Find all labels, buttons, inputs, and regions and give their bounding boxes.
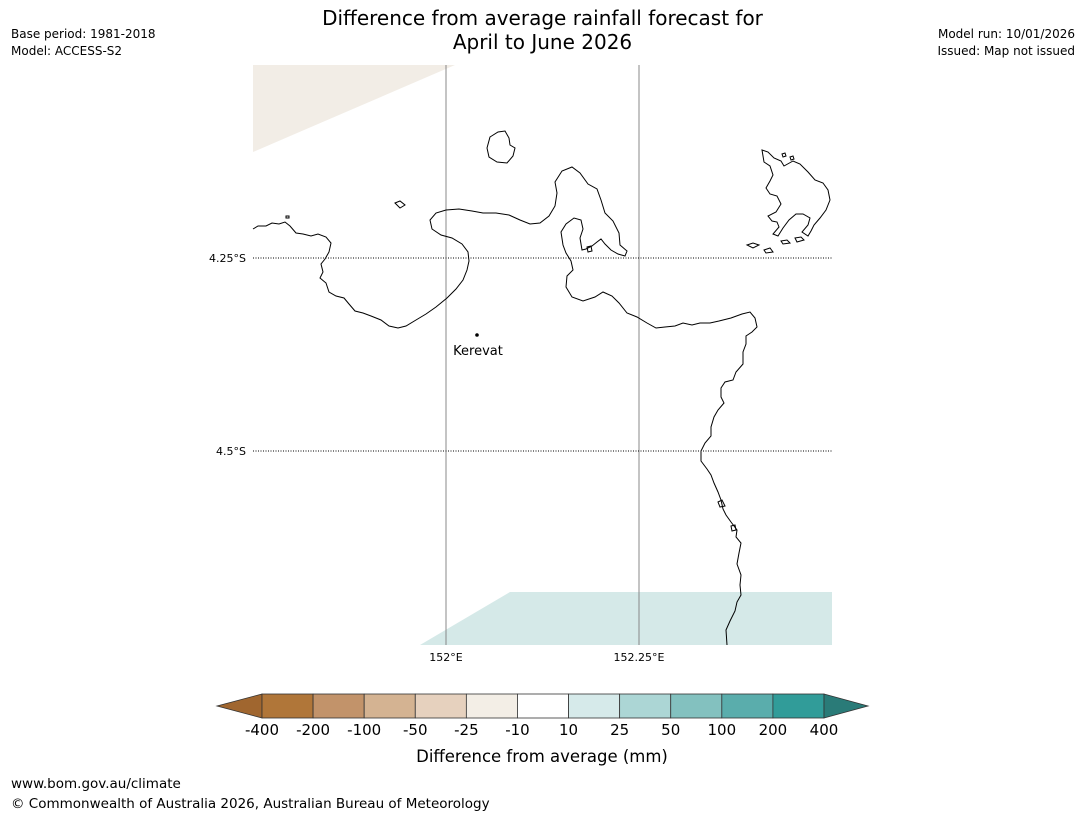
island-small-2 bbox=[763, 247, 774, 254]
colorbar-box bbox=[568, 693, 621, 719]
lon-label-152: 152°E bbox=[429, 651, 462, 664]
kerevat-label: Kerevat bbox=[453, 344, 503, 359]
islet-1 bbox=[394, 200, 406, 209]
model-text: Model: ACCESS-S2 bbox=[11, 44, 123, 58]
map-title-line2: April to June 2026 bbox=[452, 30, 633, 54]
colorbar-box bbox=[517, 693, 569, 719]
island-small-5 bbox=[781, 152, 787, 158]
colorbar-box bbox=[465, 693, 518, 719]
colorbar-tick-label: -100 bbox=[347, 721, 381, 739]
footer-url: www.bom.gov.au/climate bbox=[11, 776, 181, 792]
colorbar-tick-label: 400 bbox=[810, 721, 839, 739]
model-run-text: Model run: 10/01/2026 bbox=[937, 27, 1075, 41]
metadata-left: Base period: 1981-2018 Model: ACCESS-S2 bbox=[11, 26, 156, 60]
island-small-6 bbox=[789, 155, 795, 161]
colorbar-box bbox=[670, 693, 723, 719]
colorbar-tick-label: 100 bbox=[707, 721, 736, 739]
island-small-3 bbox=[780, 239, 792, 245]
metadata-right: Model run: 10/01/2026 Issued: Map not is… bbox=[937, 26, 1075, 60]
colorbar-box bbox=[261, 693, 314, 719]
map-title-line1: Difference from average rainfall forecas… bbox=[322, 6, 763, 30]
colorbar-tick-label: 50 bbox=[661, 721, 680, 739]
islet-5 bbox=[730, 524, 737, 532]
colorbar-tick-label: -50 bbox=[403, 721, 428, 739]
dry-anomaly-region bbox=[253, 65, 455, 152]
colorbar-box bbox=[772, 693, 825, 719]
issued-text: Issued: Map not issued bbox=[937, 44, 1075, 58]
colorbar-box bbox=[619, 693, 672, 719]
island-duke-of-york bbox=[761, 149, 831, 237]
colorbar-box bbox=[312, 693, 365, 719]
colorbar-tick-label: -200 bbox=[296, 721, 330, 739]
colorbar-tick-label: 10 bbox=[559, 721, 578, 739]
colorbar-title: Difference from average (mm) bbox=[416, 747, 668, 766]
lon-label-152-25: 152.25°E bbox=[614, 651, 665, 664]
base-period-text: Base period: 1981-2018 bbox=[11, 27, 156, 41]
colorbar-tick-label: 25 bbox=[610, 721, 629, 739]
kerevat-marker bbox=[475, 333, 479, 337]
colorbar-tick-labels: -400 -200 -100 -50 -25 -10 10 25 50 100 200 400 bbox=[245, 721, 838, 739]
wet-anomaly-region bbox=[420, 592, 832, 645]
colorbar-tick-label: 200 bbox=[759, 721, 788, 739]
lat-label-4-25: 4.25°S bbox=[209, 252, 246, 265]
island-small-4 bbox=[794, 236, 805, 243]
colorbar-box bbox=[414, 693, 467, 719]
colorbar-extend-left bbox=[215, 693, 263, 719]
colorbar-tick-label: -25 bbox=[454, 721, 479, 739]
colorbar-extend-right bbox=[823, 693, 870, 719]
islet-3 bbox=[586, 245, 593, 253]
coastline-main bbox=[252, 166, 758, 646]
islet-2 bbox=[285, 215, 290, 219]
island-watom bbox=[486, 130, 516, 164]
colorbar-tick-label: -400 bbox=[245, 721, 279, 739]
lat-label-4-5: 4.5°S bbox=[216, 445, 246, 458]
map-title: Difference from average rainfall forecas… bbox=[0, 6, 1085, 54]
colorbar-box bbox=[721, 693, 774, 719]
footer-copyright: © Commonwealth of Australia 2026, Austra… bbox=[11, 796, 490, 812]
colorbar-boxes bbox=[215, 693, 870, 719]
island-small-1 bbox=[745, 242, 761, 249]
colorbar-tick-label: -10 bbox=[505, 721, 530, 739]
islet-4 bbox=[717, 499, 726, 508]
colorbar-box bbox=[363, 693, 416, 719]
